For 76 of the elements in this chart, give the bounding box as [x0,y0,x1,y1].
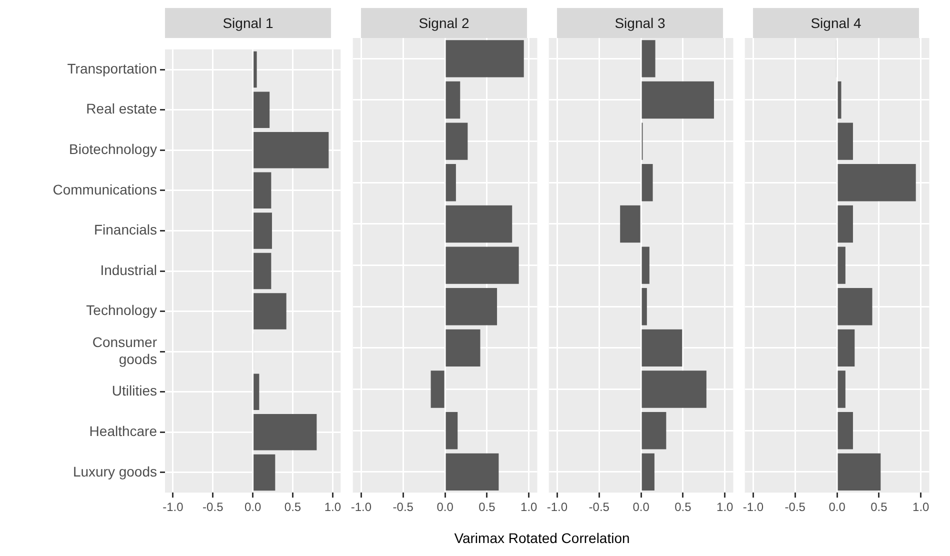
bar [642,164,653,202]
bar [838,370,846,408]
bar [446,164,456,202]
bar [446,453,499,491]
bar [446,40,524,78]
x-tick-label: 0.0 [828,500,846,514]
bar [642,453,654,491]
bar [838,164,916,202]
y-tick-label: Utilities [112,382,157,399]
x-tick-label: 1.0 [912,500,930,514]
chart-title: Signal 4 [753,8,919,38]
x-tick-label: -0.5 [202,500,224,514]
x-tick-label: -1.0 [162,500,184,514]
x-tick-label: 1.0 [520,500,538,514]
bar [446,122,468,160]
bar [254,132,329,168]
bar [254,172,272,209]
bar [446,246,519,284]
x-tick-label: 0.0 [244,500,262,514]
y-tick-label: Communications [52,181,157,198]
y-tick-label: Luxury goods [72,463,157,480]
x-tick-label: -0.5 [392,500,414,514]
y-tick-label: Technology [86,302,157,318]
chart-title: Signal 3 [557,8,723,38]
x-tick-label: 0.0 [632,500,650,514]
x-tick-label: 0.5 [870,500,888,514]
y-tick-label: Healthcare [89,423,158,440]
bar [838,288,872,326]
bar [642,412,666,450]
x-tick-label: 1.0 [324,500,342,514]
bar [838,246,846,284]
bar [446,329,480,367]
bar [838,329,855,367]
bar [838,412,853,450]
bar [642,246,650,284]
bar [838,205,853,243]
bar [642,370,706,408]
y-tick-label: Industrial [100,262,157,278]
bar [446,205,512,243]
x-tick-label: -1.0 [546,500,568,514]
bar [254,374,260,410]
bar [430,370,444,408]
bar [642,288,647,326]
bar [642,329,682,367]
x-tick-label: 0.5 [284,500,302,514]
x-axis-title: Varimax Rotated Correlation [453,530,631,546]
x-tick-label: 0.5 [478,500,496,514]
chart-title: Signal 1 [165,8,331,38]
bar [446,412,458,450]
bar [254,212,272,249]
x-tick-label: -0.5 [784,500,806,514]
bar [838,122,853,160]
y-tick-label: Financials [94,222,157,238]
x-tick-label: 0.0 [436,500,454,514]
x-tick-label: 0.5 [674,500,692,514]
x-tick-label: -1.0 [350,500,372,514]
bar [254,92,270,128]
bar [254,454,276,491]
bar [254,252,272,290]
bar [620,205,640,243]
bar [254,51,257,88]
bar [446,81,460,119]
y-tick-label: Transportation [67,60,157,76]
y-tick-label: Biotechnology [69,140,157,157]
x-tick-label: -0.5 [588,500,610,514]
x-tick-label: -1.0 [742,500,764,514]
bar [838,453,881,491]
x-tick-label: 1.0 [716,500,734,514]
bar [642,81,714,119]
bar [254,293,286,330]
y-tick-label: Real estate [86,100,158,117]
y-tick-label: Consumer goods [92,334,158,367]
bar [254,414,317,450]
bar [446,288,498,326]
bar [642,40,656,78]
chart-title: Signal 2 [361,8,527,38]
